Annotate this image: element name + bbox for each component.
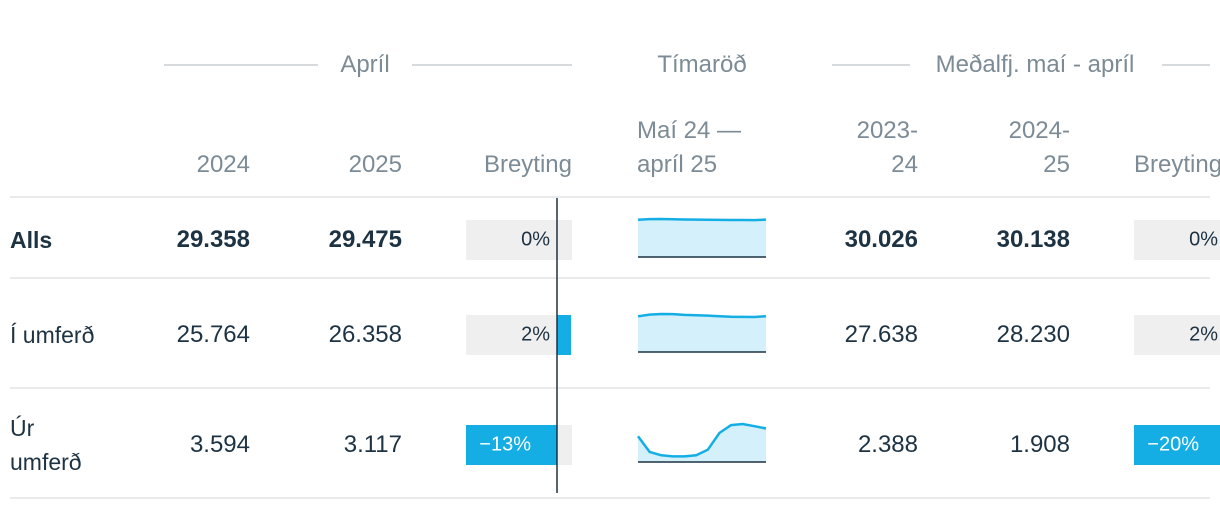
sparkline xyxy=(637,217,767,222)
column-header: Breyting xyxy=(1134,148,1220,182)
cell-value: 30.026 xyxy=(844,226,918,253)
group-header: Meðalfj. maí - apríl xyxy=(935,51,1135,78)
change-label: −13% xyxy=(479,433,531,456)
sparkline xyxy=(636,422,767,458)
cell-value: 3.594 xyxy=(189,431,250,458)
column-header: Breyting xyxy=(484,148,572,182)
column-header: 2024 xyxy=(197,148,250,182)
change-bar xyxy=(557,315,571,355)
sparkline-area xyxy=(638,424,766,462)
change-label: 2% xyxy=(1189,323,1218,346)
sparkline-area xyxy=(638,219,766,257)
cell-value: 30.138 xyxy=(996,226,1070,253)
cell-value: 28.230 xyxy=(996,321,1070,348)
column-header-line: 25 xyxy=(1043,151,1070,178)
column-header: 2025 xyxy=(349,148,402,182)
column-header-line: 24 xyxy=(891,151,918,178)
change-label: 2% xyxy=(521,323,550,346)
cell-value: 3.117 xyxy=(343,431,402,458)
column-header-line: Breyting xyxy=(483,151,572,178)
change-track xyxy=(466,315,572,355)
column-header-line: Maí 24 — xyxy=(637,117,742,144)
sparkline-area xyxy=(638,314,766,352)
row-label: Í umferð xyxy=(10,322,95,348)
column-header-line: Breyting xyxy=(1134,151,1220,178)
change-label: 0% xyxy=(1189,228,1218,251)
group-header: Tímaröð xyxy=(657,51,747,78)
column-header-line: 2024- xyxy=(1008,117,1070,144)
column-header: 2023- 24 xyxy=(857,114,918,182)
cell-value: 25.764 xyxy=(176,321,250,348)
cell-value: 1.908 xyxy=(1009,431,1070,458)
change-track xyxy=(466,220,572,260)
cell-value: 29.475 xyxy=(328,226,402,253)
cell-value: 26.358 xyxy=(328,321,402,348)
column-header-line: 2024 xyxy=(196,151,250,178)
change-bar xyxy=(466,425,557,465)
group-header: Apríl xyxy=(340,51,390,78)
column-header: 2024- 25 xyxy=(1009,114,1070,182)
column-header: Maí 24 — apríl 25 xyxy=(637,114,741,182)
cell-value: 27.638 xyxy=(844,321,918,348)
column-header-line: 2023- xyxy=(856,117,918,144)
row-label: Alls xyxy=(10,227,53,253)
sparkline xyxy=(637,312,767,319)
cell-value: 29.358 xyxy=(176,226,250,253)
change-track xyxy=(1134,220,1220,260)
cell-value: 2.388 xyxy=(857,431,918,458)
change-label: 0% xyxy=(521,228,550,251)
row-label: Úr umferð xyxy=(10,415,82,475)
change-bar xyxy=(1134,425,1220,465)
column-header-line: apríl 25 xyxy=(637,151,718,178)
column-header-line: 2025 xyxy=(348,151,402,178)
change-track xyxy=(1134,315,1220,355)
change-label: −20% xyxy=(1147,433,1199,456)
